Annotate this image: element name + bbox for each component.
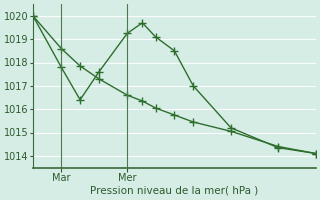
- X-axis label: Pression niveau de la mer( hPa ): Pression niveau de la mer( hPa ): [90, 186, 259, 196]
